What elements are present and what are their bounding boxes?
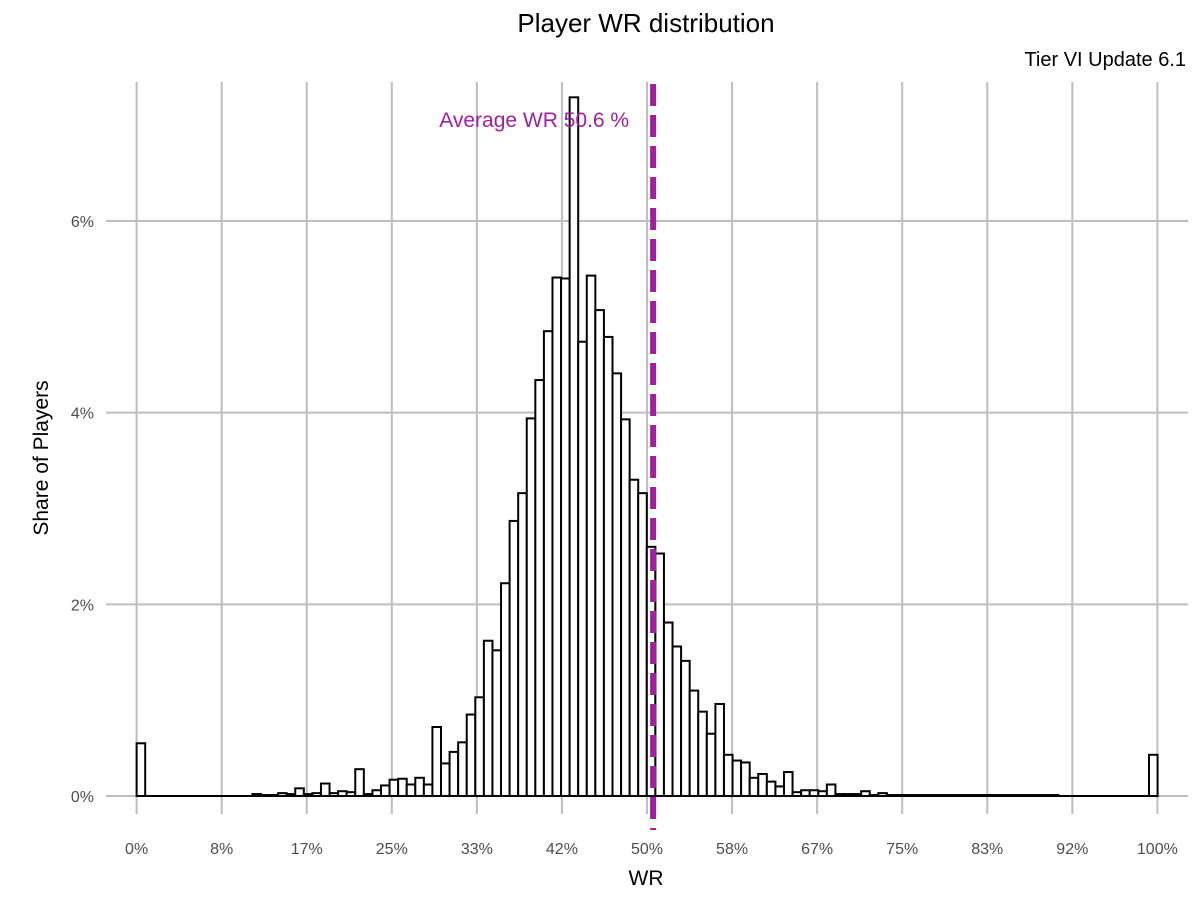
histogram-bar: [500, 582, 511, 798]
histogram-bar: [319, 782, 331, 798]
histogram-bar: [560, 277, 571, 797]
histogram-bar: [440, 762, 451, 798]
y-tick-label: 4%: [71, 406, 94, 423]
histogram-bar: [388, 778, 400, 798]
histogram-bar: [135, 742, 147, 797]
histogram-bar: [654, 552, 665, 798]
x-tick-label: 42%: [546, 841, 578, 858]
histogram-bar: [671, 645, 683, 797]
y-tick-label: 6%: [71, 214, 94, 231]
histogram-bar: [594, 309, 605, 797]
histogram-bar: [620, 418, 631, 797]
x-tick-label: 58%: [716, 841, 748, 858]
histogram-bar: [757, 772, 768, 797]
x-tick-label: 25%: [376, 841, 408, 858]
histogram-bar: [457, 741, 468, 797]
histogram-bar: [354, 768, 365, 797]
histogram-bar: [731, 759, 743, 798]
histogram-bar: [765, 780, 777, 797]
y-axis-title: Share of Players: [30, 380, 53, 535]
x-tick-label: 75%: [886, 841, 918, 858]
bar-layer: [135, 96, 1159, 798]
histogram-bar: [379, 784, 391, 797]
chart-subtitle: Tier VI Update 6.1: [1024, 49, 1186, 71]
reference-line-layer: Average WR 50.6 %: [439, 84, 657, 830]
histogram-bar: [722, 753, 734, 797]
histogram-bar: [782, 771, 794, 798]
histogram-bar: [662, 621, 674, 798]
histogram-bar: [474, 696, 485, 797]
y-tick-label: 2%: [71, 597, 94, 614]
histogram-bar: [680, 659, 691, 798]
histogram-bar: [697, 710, 708, 797]
histogram-bar: [628, 478, 640, 797]
x-tick-label: 92%: [1056, 841, 1088, 858]
histogram-bar: [414, 776, 425, 797]
histogram-bar: [774, 785, 785, 798]
histogram-bar: [508, 519, 520, 797]
histogram-bar: [551, 276, 563, 797]
label-layer: Player WR distribution Tier VI Update 6.…: [30, 8, 1186, 890]
histogram-bar: [611, 372, 623, 797]
histogram-bar: [491, 649, 503, 797]
histogram-bar: [405, 783, 417, 797]
histogram-bar: [517, 492, 528, 797]
histogram-bar: [525, 417, 537, 797]
histogram-bar: [534, 379, 545, 797]
histogram-bar: [637, 492, 648, 797]
histogram-bar: [740, 761, 751, 797]
x-tick-label: 17%: [291, 841, 323, 858]
chart-title: Player WR distribution: [517, 8, 774, 38]
x-axis-title: WR: [629, 867, 664, 890]
histogram-bar: [397, 777, 408, 798]
histogram-bar: [714, 702, 725, 797]
x-tick-label: 50%: [631, 841, 663, 858]
histogram-bar: [465, 713, 477, 798]
histogram-bar: [602, 335, 614, 797]
x-tick-label: 100%: [1137, 841, 1178, 858]
histogram-bar: [705, 732, 717, 798]
x-tick-label: 8%: [210, 841, 233, 858]
histogram-bar: [448, 750, 460, 798]
histogram-bar: [688, 689, 700, 798]
histogram-bar: [577, 340, 588, 797]
x-tick-label: 67%: [801, 841, 833, 858]
average-label: Average WR 50.6 %: [439, 109, 629, 132]
histogram-bar: [422, 783, 434, 797]
histogram-bar: [585, 274, 597, 798]
histogram-bar: [568, 96, 580, 797]
histogram-bar: [748, 776, 760, 797]
histogram-bar: [482, 639, 494, 798]
x-tick-label: 33%: [461, 841, 493, 858]
histogram-bar: [542, 330, 554, 797]
y-tick-label: 0%: [71, 789, 94, 806]
histogram-bar: [294, 787, 305, 797]
histogram-bar: [431, 725, 443, 797]
histogram-bar: [825, 783, 837, 797]
x-tick-label: 0%: [125, 841, 148, 858]
histogram-bar: [1148, 753, 1159, 797]
x-tick-label: 83%: [971, 841, 1003, 858]
